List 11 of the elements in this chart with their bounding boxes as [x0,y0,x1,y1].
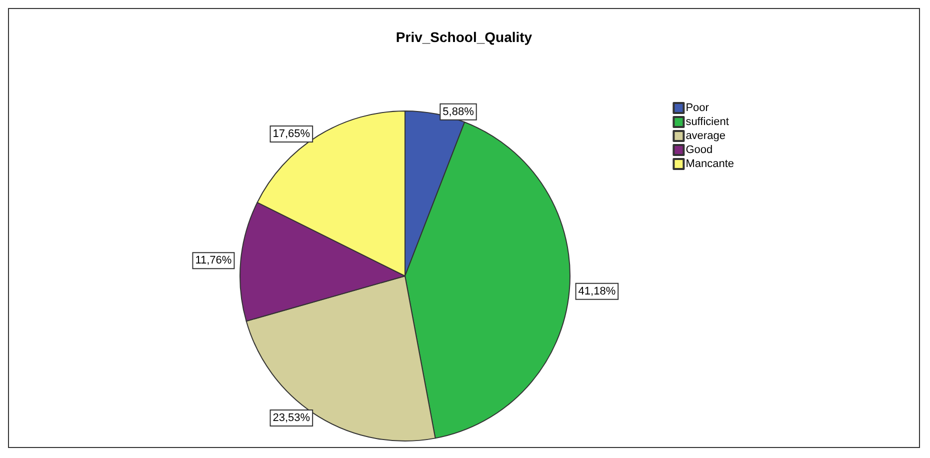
legend-label: average [686,130,726,142]
legend-label: Mancante [686,158,734,170]
chart-title: Priv_School_Quality [396,29,532,45]
legend-label: Poor [686,102,710,114]
legend-label: Good [686,144,713,156]
data-label: 11,76% [195,254,232,267]
data-label: 17,65% [272,128,310,140]
data-label: 23,53% [272,412,310,424]
data-label: 41,18% [578,285,616,298]
data-label: 5,88% [442,106,474,118]
legend-label: sufficient [686,116,729,128]
